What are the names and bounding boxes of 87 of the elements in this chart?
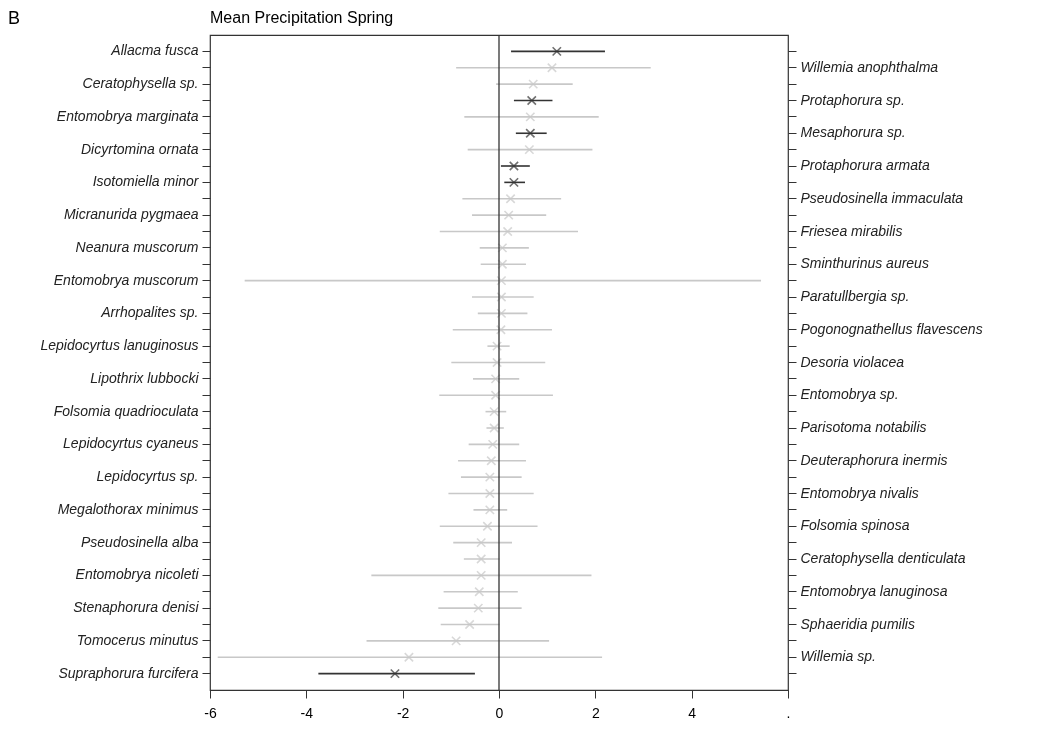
point [525,128,536,139]
y2-tick-label: Folsomia spinosa [800,517,910,534]
point [476,570,487,581]
y-tick-label: Lepidocyrtus sp. [96,468,199,485]
y2-tick-label: Ceratophysella denticulata [800,550,966,566]
point [497,242,508,253]
point [487,439,498,450]
y-tick-label: Ceratophysella sp. [82,75,199,92]
y-tick-label: Entomobrya marginata [56,107,199,124]
y2-tick-label: Pseudosinella immaculata [800,189,964,206]
point [484,472,495,483]
point [403,652,414,663]
point [496,275,507,286]
y-tick-label: Allacma fusca [110,42,199,59]
y-tick-label: Lepidocyrtus cyaneus [63,435,199,452]
point [492,357,503,368]
point [547,62,557,73]
point [484,504,495,515]
point [495,324,506,335]
point [474,586,485,597]
y2-tick-label: Willemia anophthalma [800,58,939,75]
y2-tick-label: Desoria violacea [800,353,905,370]
point [486,455,497,466]
y2-tick-label: Protaphorura sp. [800,91,905,108]
point [497,259,508,270]
point [505,193,516,204]
point [489,423,500,433]
y2-tick-label: Willemia sp. [800,648,876,665]
x-tick-label: 0 [495,704,504,721]
y2-tick-label: Entomobrya nivalis [800,484,919,501]
y-tick-label: Stenaphorura denisi [73,599,200,616]
y2-tick-label: Deuteraphorura inermis [800,451,948,468]
y-tick-label: Neanura muscorum [75,238,199,255]
y-tick-label: Entomobrya muscorum [53,271,199,288]
y2-tick-label: Pogonognathellus flavescens [800,320,983,337]
y-tick-label: Folsomia quadrioculata [53,402,199,419]
point [490,390,501,401]
y-tick-label: Pseudosinella alba [80,533,199,550]
x-tick-label: 2 [591,704,600,721]
point [389,668,400,679]
point [526,95,537,106]
y-tick-label: Tomocerus minutus [76,631,199,648]
point [496,292,507,302]
x-tick-label: 4 [688,704,697,721]
point [482,521,493,532]
y-tick-label: Dicyrtomina ornata [81,140,199,157]
y2-tick-label: Entomobrya sp. [800,386,899,403]
y2-tick-label: Paratullbergia sp. [800,288,910,304]
y-tick-label: Lepidocyrtus lanuginosus [40,337,199,354]
point [551,46,562,57]
y-tick-label: Supraphorura furcifera [58,664,199,681]
point [476,537,487,548]
y2-tick-label: Entomobrya lanuginosa [800,582,948,599]
y2-tick-label: Friesea mirabilis [800,222,903,239]
y2-tick-label: Parisotoma notabilis [800,419,927,435]
y-tick-label: Isotomiella minor [92,173,200,190]
point [508,161,519,171]
point [502,226,513,237]
text: B [8,8,21,29]
point [490,373,501,384]
y-tick-label: Lipothrix lubbocki [90,369,200,386]
y2-tick-label: Sphaeridia pumilis [800,615,915,632]
point [489,406,500,417]
y-tick-label: Arrhopalites sp. [100,304,199,321]
point [508,177,519,188]
x-tick-label: . [786,704,791,721]
point [524,144,535,155]
point [484,488,495,499]
x-tick-label: -4 [300,704,314,721]
point [464,619,475,630]
x-tick-label: -6 [204,704,217,721]
point [525,111,536,122]
point [451,635,462,646]
y2-tick-label: Mesaphorura sp. [800,124,906,141]
y-tick-label: Micranurida pygmaea [63,206,199,223]
y2-tick-label: Protaphorura armata [800,157,930,173]
y-tick-label: Megalothorax minimus [57,500,199,517]
point [473,603,484,614]
point [496,308,507,319]
x-tick-label: -2 [396,704,410,721]
chart-title: Mean Precipitation Spring [210,9,394,27]
y-tick-label: Entomobrya nicoleti [75,566,200,583]
point [476,554,487,564]
point [528,79,539,90]
y2-tick-label: Sminthurinus aureus [800,255,929,272]
point [492,341,503,352]
point [503,210,514,221]
